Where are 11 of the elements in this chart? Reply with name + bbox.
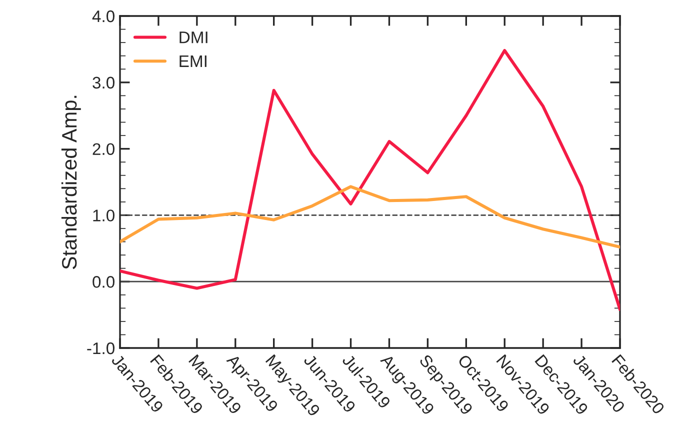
y-axis-title: Standardized Amp. [61, 96, 81, 270]
legend-label: DMI [180, 32, 208, 44]
y-tick-label: 1.0 [93, 210, 114, 222]
y-tick-label: 4.0 [92, 10, 114, 22]
y-tick-label: 3.0 [92, 76, 114, 89]
y-tick-label: 0.0 [92, 276, 114, 288]
y-tick-label: 2.0 [92, 143, 114, 156]
line-series [120, 185, 620, 249]
legend-label: EMI [180, 55, 206, 67]
y-tick-label: -1.0 [87, 342, 114, 354]
line-series [120, 49, 620, 312]
